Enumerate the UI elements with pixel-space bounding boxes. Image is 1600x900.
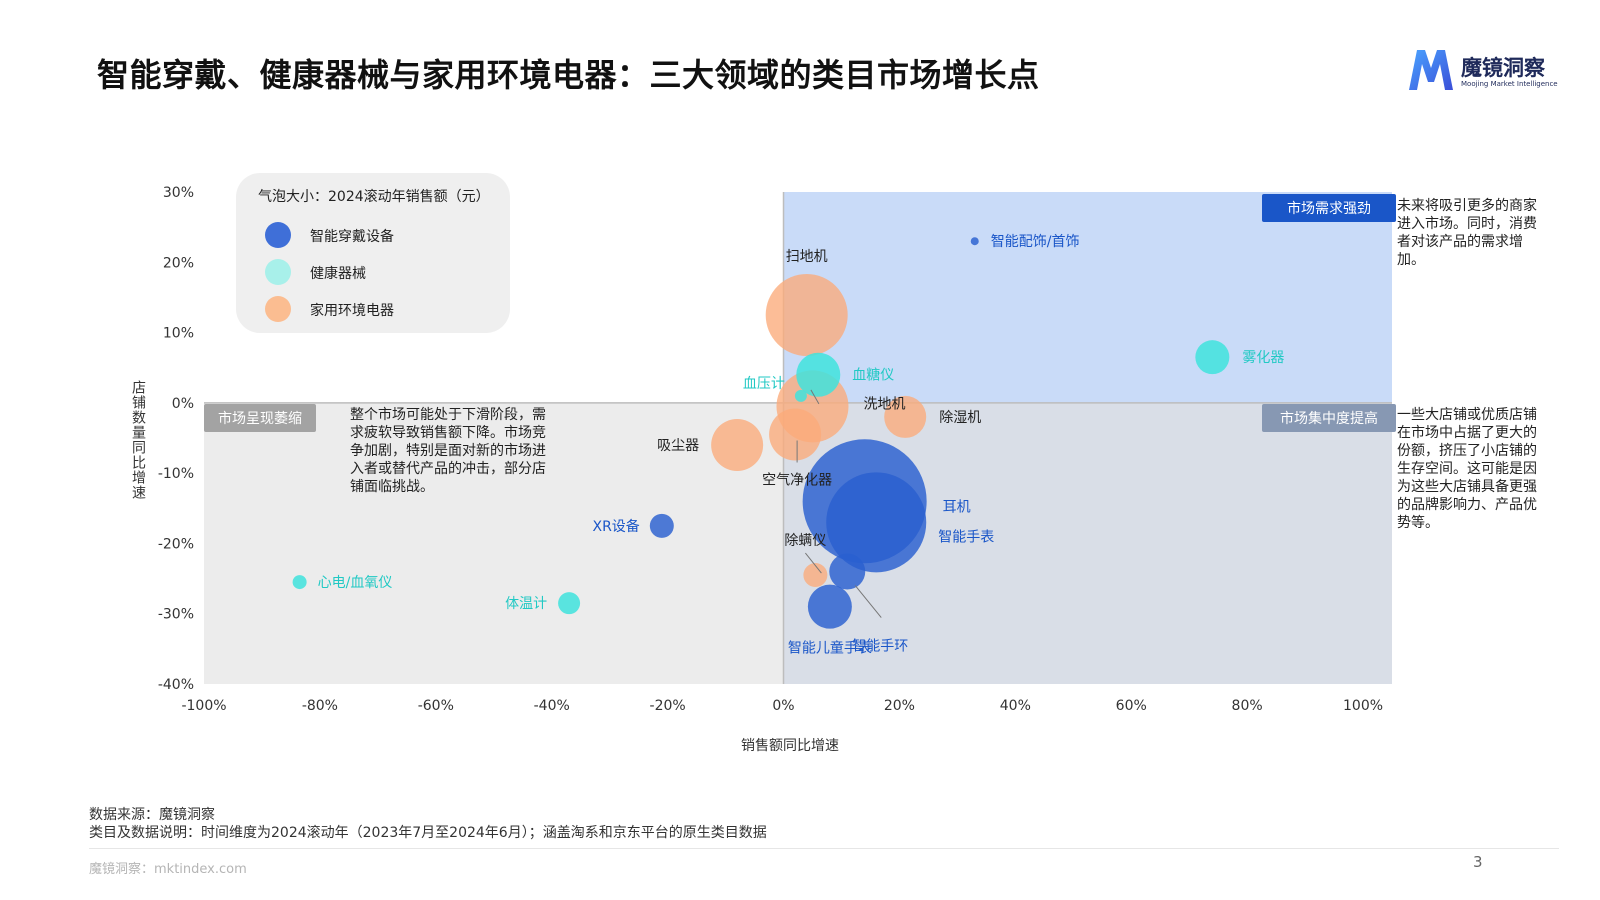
bubble-8 bbox=[794, 389, 807, 402]
bubble-11 bbox=[765, 274, 848, 356]
bubble-label-9: 心电/血氧仪 bbox=[318, 575, 393, 591]
bubble-13 bbox=[884, 395, 927, 438]
note-demand-strong: 未来将吸引更多的商家进入市场。同时，消费者对该产品的需求增加。 bbox=[1397, 198, 1537, 268]
bubble-label-11: 扫地机 bbox=[786, 249, 828, 265]
tag-market-shrink-label: 市场呈现萎缩 bbox=[218, 410, 302, 427]
x-tick-label: 40% bbox=[1000, 698, 1031, 714]
bubble-label-12: 洗地机 bbox=[863, 396, 905, 412]
footer-divider bbox=[89, 848, 1559, 849]
bubble-label-13: 除湿机 bbox=[939, 410, 981, 426]
logo-m-icon bbox=[1409, 50, 1453, 90]
bubble-label-5: XR设备 bbox=[592, 518, 639, 535]
x-tick-label: -60% bbox=[418, 698, 454, 714]
bubble-label-3: 智能手环 bbox=[852, 639, 908, 655]
bubble-label-10: 体温计 bbox=[505, 596, 547, 612]
quadrant-bottom-left-bg bbox=[204, 402, 784, 684]
y-tick-label: -40% bbox=[158, 677, 194, 693]
bubble-15 bbox=[769, 408, 822, 461]
y-tick-label: -30% bbox=[158, 607, 194, 623]
x-tick-label: 100% bbox=[1343, 698, 1383, 714]
legend-swatch-home bbox=[265, 296, 291, 322]
tag-concentration-label: 市场集中度提高 bbox=[1280, 410, 1378, 427]
x-tick-label: -40% bbox=[534, 698, 570, 714]
bubble-label-7: 血糖仪 bbox=[852, 368, 894, 384]
tag-concentration-bg bbox=[1262, 404, 1396, 432]
bubble-label-16: 除螨仪 bbox=[784, 533, 826, 549]
bubble-label-0: 智能配饰/首饰 bbox=[991, 234, 1080, 250]
legend-swatch-wearable bbox=[265, 222, 291, 248]
y-tick-label: 10% bbox=[163, 326, 194, 342]
footer-source: 数据来源：魔镜洞察 bbox=[89, 807, 215, 823]
bubble-label-1: 耳机 bbox=[943, 499, 971, 515]
footer-site: 魔镜洞察：mktindex.com bbox=[89, 862, 247, 877]
y-tick-label: 30% bbox=[163, 185, 194, 201]
page-number: 3 bbox=[1473, 853, 1483, 871]
bubble-label-8: 血压计 bbox=[743, 376, 785, 392]
quadrant-top-right-bg bbox=[783, 192, 1392, 403]
bubble-6 bbox=[1195, 340, 1230, 375]
bubble-9 bbox=[292, 575, 307, 590]
logo-name: 魔镜洞察 bbox=[1461, 56, 1545, 80]
x-tick-label: 80% bbox=[1232, 698, 1263, 714]
tag-demand-strong-bg bbox=[1262, 194, 1396, 222]
bubble-3 bbox=[829, 553, 866, 590]
bubble-label-4: 智能儿童手表 bbox=[788, 640, 872, 657]
brand-logo: 魔镜洞察 Moojing Market Intelligence bbox=[1405, 46, 1575, 98]
leader-mite-remover bbox=[804, 552, 822, 574]
bubble-14 bbox=[711, 419, 764, 472]
x-axis-title: 销售额同比增速 bbox=[741, 738, 839, 754]
y-tick-label: 0% bbox=[172, 396, 194, 412]
legend-label-wearable: 智能穿戴设备 bbox=[310, 229, 394, 245]
bubble-16 bbox=[803, 563, 828, 588]
bubble-10 bbox=[558, 592, 581, 615]
x-tick-label: 0% bbox=[772, 698, 794, 714]
footer-description: 类目及数据说明：时间维度为2024滚动年（2023年7月至2024年6月）；涵盖… bbox=[89, 825, 767, 841]
bubble-label-2: 智能手表 bbox=[938, 529, 994, 545]
legend-label-health: 健康器械 bbox=[310, 266, 366, 282]
page-title: 智能穿戴、健康器械与家用环境电器：三大领域的类目市场增长点 bbox=[97, 56, 1040, 94]
bubble-5 bbox=[649, 513, 674, 538]
x-tick-label: 20% bbox=[884, 698, 915, 714]
leader-blood-pressure bbox=[810, 389, 820, 405]
tag-market-shrink-bg bbox=[204, 404, 316, 432]
bubble-chart: -100% -80% -60% -40% -20% 0% 20% 40% 60% 80% 100% 3… bbox=[130, 185, 1396, 754]
legend-title: 气泡大小：2024滚动年销售额（元） bbox=[258, 189, 490, 205]
bubble-label-6: 雾化器 bbox=[1242, 350, 1284, 366]
tag-demand-strong-label: 市场需求强劲 bbox=[1287, 200, 1371, 217]
note-market-shrink: 整个市场可能处于下滑阶段，需求疲软导致销售额下降。市场竞争加剧，特别是面对新的市… bbox=[350, 407, 546, 495]
y-tick-label: -10% bbox=[158, 466, 194, 482]
bubble-7 bbox=[796, 352, 841, 397]
bubble-label-15: 空气净化器 bbox=[762, 472, 832, 488]
leader-smart-band bbox=[854, 585, 882, 618]
y-tick-label: 20% bbox=[163, 255, 194, 271]
bubble-label-14: 吸尘器 bbox=[657, 438, 699, 454]
bubble-4 bbox=[807, 584, 852, 629]
bubble-0 bbox=[970, 237, 979, 246]
y-axis-title: 店铺数量同比增速 bbox=[130, 380, 146, 500]
x-tick-label: -100% bbox=[181, 698, 226, 714]
logo-subtitle: Moojing Market Intelligence bbox=[1461, 80, 1558, 88]
x-tick-label: 60% bbox=[1116, 698, 1147, 714]
note-concentration: 一些大店铺或优质店铺在市场中占据了更大的份额，挤压了小店铺的生存空间。这可能是因… bbox=[1397, 407, 1537, 531]
legend-swatch-health bbox=[265, 259, 291, 285]
x-tick-label: -80% bbox=[302, 698, 338, 714]
x-tick-label: -20% bbox=[650, 698, 686, 714]
legend-label-home: 家用环境电器 bbox=[310, 303, 394, 319]
y-tick-label: -20% bbox=[158, 536, 194, 552]
bubble-2 bbox=[826, 472, 927, 573]
